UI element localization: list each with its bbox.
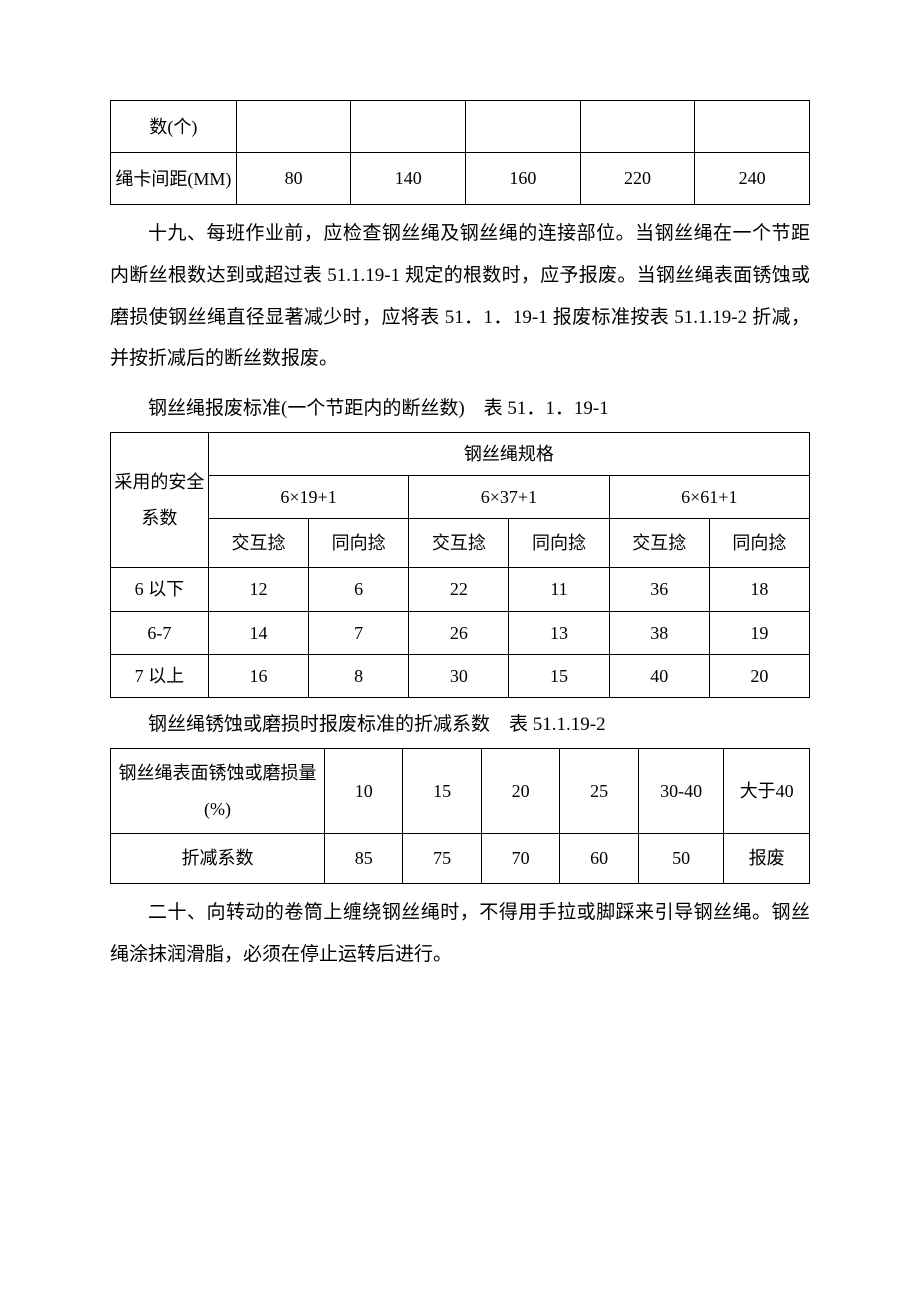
cell: 8 [309, 654, 409, 697]
cell [695, 101, 810, 153]
cell: 140 [351, 153, 466, 205]
cell: 240 [695, 153, 810, 205]
paragraph-20: 二十、向转动的卷筒上缠绕钢丝绳时，不得用手拉或脚踩来引导钢丝绳。钢丝绳涂抹润滑脂… [110, 892, 810, 976]
table-rope-clip-spacing: 数(个) 绳卡间距(MM) 80 140 160 220 240 [110, 100, 810, 205]
table-row: 6×19+1 6×37+1 6×61+1 [111, 476, 810, 519]
column-subheader: 6×19+1 [208, 476, 408, 519]
cell: 20 [709, 654, 809, 697]
cell [351, 101, 466, 153]
cell [466, 101, 581, 153]
column-subheader: 交互捻 [208, 519, 308, 568]
table-wire-rope-scrap-standard: 采用的安全系数 钢丝绳规格 6×19+1 6×37+1 6×61+1 交互捻 同… [110, 432, 810, 698]
cell: 38 [609, 611, 709, 654]
cell [580, 101, 695, 153]
table-row: 数(个) [111, 101, 810, 153]
row-label: 6 以下 [111, 568, 209, 611]
cell: 60 [560, 833, 638, 883]
cell: 25 [560, 748, 638, 833]
cell: 70 [481, 833, 559, 883]
table-reduction-factor: 钢丝绳表面锈蚀或磨损量(%) 10 15 20 25 30-40 大于40 折减… [110, 748, 810, 884]
cell: 大于40 [724, 748, 810, 833]
cell: 22 [409, 568, 509, 611]
cell: 85 [324, 833, 402, 883]
cell: 80 [236, 153, 351, 205]
table-row: 绳卡间距(MM) 80 140 160 220 240 [111, 153, 810, 205]
cell: 30 [409, 654, 509, 697]
row-label: 数(个) [111, 101, 237, 153]
table-row: 钢丝绳表面锈蚀或磨损量(%) 10 15 20 25 30-40 大于40 [111, 748, 810, 833]
cell: 18 [709, 568, 809, 611]
cell: 220 [580, 153, 695, 205]
cell: 11 [509, 568, 609, 611]
paragraph-19: 十九、每班作业前，应检查钢丝绳及钢丝绳的连接部位。当钢丝绳在一个节距内断丝根数达… [110, 213, 810, 380]
cell: 26 [409, 611, 509, 654]
row-label: 7 以上 [111, 654, 209, 697]
column-subheader: 交互捻 [409, 519, 509, 568]
row-header: 采用的安全系数 [111, 432, 209, 567]
cell: 160 [466, 153, 581, 205]
column-subheader: 6×37+1 [409, 476, 609, 519]
table-caption-51-1-19-1: 钢丝绳报废标准(一个节距内的断丝数) 表 51．1．19-1 [110, 388, 810, 430]
column-header: 钢丝绳规格 [208, 432, 809, 475]
cell: 15 [509, 654, 609, 697]
cell: 15 [403, 748, 481, 833]
row-label: 折减系数 [111, 833, 325, 883]
cell: 16 [208, 654, 308, 697]
row-label: 钢丝绳表面锈蚀或磨损量(%) [111, 748, 325, 833]
cell: 报废 [724, 833, 810, 883]
row-label: 绳卡间距(MM) [111, 153, 237, 205]
table-row: 采用的安全系数 钢丝绳规格 [111, 432, 810, 475]
column-subheader: 同向捻 [309, 519, 409, 568]
table-row: 6 以下 12 6 22 11 36 18 [111, 568, 810, 611]
cell: 10 [324, 748, 402, 833]
cell: 13 [509, 611, 609, 654]
table-row: 折减系数 85 75 70 60 50 报废 [111, 833, 810, 883]
cell: 14 [208, 611, 308, 654]
column-subheader: 同向捻 [709, 519, 809, 568]
cell: 7 [309, 611, 409, 654]
column-subheader: 交互捻 [609, 519, 709, 568]
table-caption-51-1-19-2: 钢丝绳锈蚀或磨损时报废标准的折减系数 表 51.1.19-2 [110, 704, 810, 746]
table-row: 6-7 14 7 26 13 38 19 [111, 611, 810, 654]
cell: 6 [309, 568, 409, 611]
cell: 75 [403, 833, 481, 883]
column-subheader: 同向捻 [509, 519, 609, 568]
table-row: 交互捻 同向捻 交互捻 同向捻 交互捻 同向捻 [111, 519, 810, 568]
table-row: 7 以上 16 8 30 15 40 20 [111, 654, 810, 697]
cell: 30-40 [638, 748, 724, 833]
cell: 36 [609, 568, 709, 611]
cell [236, 101, 351, 153]
cell: 12 [208, 568, 308, 611]
cell: 19 [709, 611, 809, 654]
cell: 50 [638, 833, 724, 883]
cell: 20 [481, 748, 559, 833]
row-label: 6-7 [111, 611, 209, 654]
cell: 40 [609, 654, 709, 697]
column-subheader: 6×61+1 [609, 476, 809, 519]
